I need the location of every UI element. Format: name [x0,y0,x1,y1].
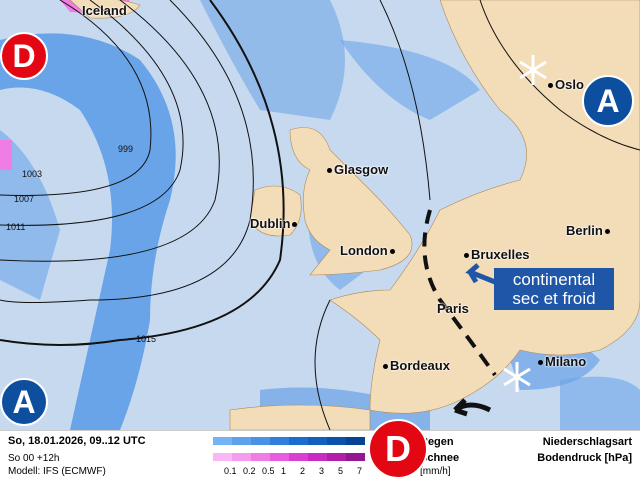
scale-tick: 1 [281,466,287,476]
rain-swatch [213,437,232,445]
air-flow-line [422,209,497,377]
city-berlin: Berlin [566,223,612,238]
high-pressure-badge: A [0,378,48,426]
svg-text:999: 999 [118,144,133,154]
snow-swatch [270,453,289,461]
isobars [0,0,640,430]
snow-swatch [346,453,365,461]
scale-tick: 5 [338,466,344,476]
svg-text:1011: 1011 [6,222,25,232]
arrow-icon [453,398,492,417]
city-milano: Milano [536,354,586,369]
low-pressure-badge: D [368,419,428,479]
city-oslo: Oslo [546,77,584,92]
scale-tick: 3 [319,466,325,476]
rain-swatch [346,437,365,445]
snow-swatch [251,453,270,461]
legend-pressure: Bodendruck [hPa] [537,452,632,464]
map-canvas: 999 1003 1007 1011 1015 [0,0,640,430]
city-london: London [340,243,397,258]
rain-label: Regen [420,436,454,448]
model-name: Modell: IFS (ECMWF) [8,466,106,477]
forecast-datetime: So, 18.01.2026, 09..12 UTC [8,435,146,447]
scale-tick: 2 [300,466,306,476]
scale-tick: 7 [357,466,363,476]
svg-text:1003: 1003 [22,169,42,179]
city-bruxelles: Bruxelles [462,247,530,262]
arrow-icon [465,263,496,285]
rain-swatch [308,437,327,445]
high-pressure-badge: A [582,75,634,127]
rain-swatch [327,437,346,445]
snow-label: Schnee [420,452,460,464]
snow-swatch [289,453,308,461]
snow-swatch [327,453,346,461]
label-iceland: Iceland [82,3,127,18]
unit-label: [mm/h] [420,466,451,477]
rain-swatch [289,437,308,445]
city-glasgow: Glasgow [325,162,388,177]
svg-text:1007: 1007 [14,194,34,204]
weather-map: 999 1003 1007 1011 1015 Iceland Glasgow … [0,0,640,430]
legend: So, 18.01.2026, 09..12 UTC So 00 +12h Mo… [0,419,640,479]
low-pressure-badge: D [0,32,48,80]
snow-swatch [308,453,327,461]
city-bordeaux: Bordeaux [381,358,450,373]
isobar-labels: 999 1003 1007 1011 1015 [6,144,156,344]
rain-swatch [251,437,270,445]
snow-swatch [213,453,232,461]
scale-tick: 0.2 [243,466,256,476]
snow-swatch [232,453,251,461]
rain-swatch [270,437,289,445]
scale-tick: 0.1 [224,466,237,476]
city-paris: Paris [437,301,469,316]
annotation-box: continental sec et froid [494,268,614,310]
legend-precip-type: Niederschlagsart [542,436,632,448]
rain-swatch [232,437,251,445]
model-run: So 00 +12h [8,453,60,464]
svg-text:1015: 1015 [136,334,156,344]
scale-tick: 0.5 [262,466,275,476]
snowflake-icon [503,55,547,392]
city-dublin: Dublin [250,216,299,231]
